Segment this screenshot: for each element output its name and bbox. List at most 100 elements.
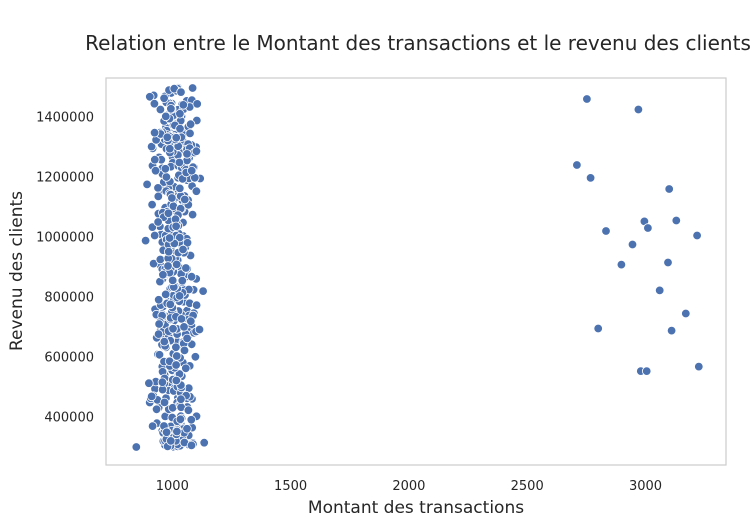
cluster-point [186,272,197,282]
y-tick-label: 800000 [44,291,94,306]
cluster-point [191,146,202,156]
cluster-point [172,351,182,361]
plot-frame [105,77,727,466]
cluster-point [144,378,154,388]
data-point [601,226,611,236]
cluster-point [149,230,160,241]
cluster-point [149,127,160,138]
cluster-point [147,421,158,431]
cluster-point [161,427,172,438]
cluster-point [178,244,188,255]
cluster-point [187,209,198,220]
y-tick-label: 1200000 [36,171,94,186]
cluster-point [160,289,171,300]
cluster-point [176,87,186,97]
cluster-point [149,98,160,109]
cluster-point [145,92,155,102]
y-axis-label: Revenu des clients [7,191,27,351]
cluster-point [155,254,166,265]
cluster-point [157,377,168,387]
data-point [633,104,644,115]
cluster-point [172,426,182,437]
cluster-point [175,123,185,134]
cluster-point [182,424,192,434]
cluster-point [171,133,182,143]
cluster-point [171,360,181,370]
cluster-point [150,154,160,165]
cluster-point [179,322,189,332]
cluster-point [171,342,181,353]
cluster-point [182,238,193,248]
cluster-point [146,141,157,152]
cluster-point [192,99,202,109]
cluster-point [183,405,194,415]
data-point [671,215,682,226]
cluster-point [185,128,195,139]
x-tick-label: 1500 [274,479,307,494]
cluster-point [153,183,163,193]
cluster-point [167,193,177,203]
x-tick-label: 1000 [156,479,189,494]
cluster-point [191,300,202,310]
data-points [131,83,704,452]
cluster-point [168,324,178,334]
cluster-point [163,246,174,257]
x-axis-label: Montant des transactions [308,498,524,518]
data-point [131,442,142,452]
chart-title: Relation entre le Montant des transactio… [85,31,751,55]
cluster-point [181,263,191,273]
cluster-point [146,391,157,402]
x-tick-label: 2500 [511,479,544,494]
cluster-point [182,149,192,159]
x-tick-label: 3000 [629,479,662,494]
cluster-point [158,270,168,280]
cluster-point [163,261,173,271]
cluster-point [190,352,201,362]
data-point [664,184,674,194]
cluster-point [175,109,185,119]
cluster-point [159,397,170,408]
cluster-point [171,375,182,386]
cluster-point [153,217,163,227]
x-axis-ticks: 1000 1500 2000 2500 3000 [156,479,662,494]
cluster-point [154,350,165,360]
y-tick-label: 1000000 [36,231,94,246]
cluster-point [175,183,185,194]
cluster-point [194,324,205,335]
y-axis-ticks: 400000 600000 800000 1000000 1200000 1400000 [36,111,94,426]
cluster-point [180,194,190,205]
data-point [655,285,665,296]
cluster-point [148,258,159,269]
cluster-point [163,208,174,219]
data-point [692,230,702,241]
data-point [593,323,603,334]
data-point [642,366,652,376]
y-tick-label: 600000 [44,351,94,366]
cluster-point [155,104,166,115]
cluster-point [178,100,189,110]
cluster-point [161,111,171,122]
cluster-point [160,164,171,174]
cluster-point [159,336,170,347]
cluster-point [162,132,173,143]
cluster-point [174,232,185,243]
data-point [694,361,704,372]
cluster-point [179,345,190,356]
cluster-point [153,295,164,305]
y-tick-label: 400000 [44,411,94,426]
cluster-point [147,199,157,210]
cluster-point [186,415,197,425]
cluster-point [154,319,164,329]
cluster-point [150,165,161,176]
cluster-point [171,221,181,232]
data-point [663,257,673,268]
y-tick-label: 1400000 [36,111,94,126]
cluster-point [140,235,151,246]
cluster-point [167,275,178,286]
cluster-point [151,404,162,415]
cluster-point [186,316,196,326]
cluster-point [171,259,182,270]
cluster-point [198,286,208,296]
cluster-point [182,333,192,344]
